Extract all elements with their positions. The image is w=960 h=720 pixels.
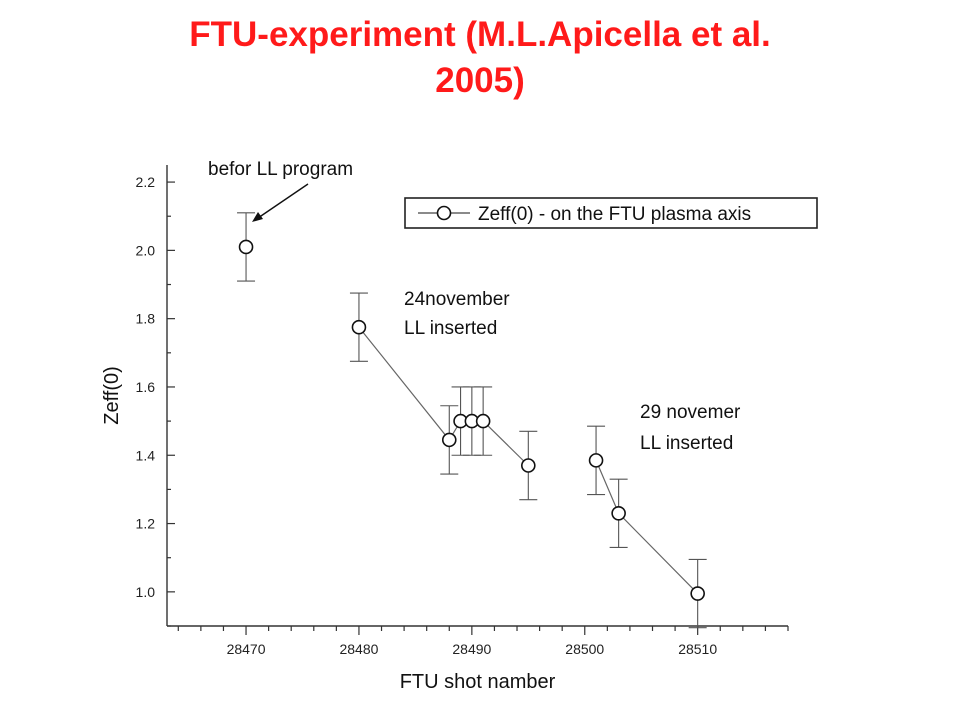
y-tick-label: 2.0 xyxy=(136,242,156,258)
annotations: befor LL program 24november LL inserted … xyxy=(208,159,741,454)
annotation-24nov-line-2: LL inserted xyxy=(404,318,497,339)
annotation-24nov-line-1: 24november xyxy=(404,289,510,310)
data-markers xyxy=(238,239,705,601)
y-tick-label: 1.6 xyxy=(136,379,156,395)
y-tick-label: 1.2 xyxy=(136,516,156,532)
data-point xyxy=(588,453,604,468)
data-point xyxy=(521,458,536,473)
chart-axes: 1.0 1.2 1.4 1.6 1.8 2.0 2.2 28470 28480 28490 2850… xyxy=(136,165,789,657)
legend: Zeff(0) - on the FTU plasma axis xyxy=(404,197,818,229)
annotation-29nov-line-1: 29 novemer xyxy=(640,402,741,423)
data-point xyxy=(351,319,367,335)
series-line-segment xyxy=(482,420,529,466)
x-tick-label: 28510 xyxy=(678,641,717,657)
slide-title-line-2: 2005) xyxy=(435,61,525,100)
slide-title-line-1: FTU-experiment (M.L.Apicella et al. xyxy=(189,15,771,54)
x-axis-title: FTU shot namber xyxy=(400,671,556,693)
y-tick-label: 1.4 xyxy=(136,447,156,463)
y-tick-label: 1.8 xyxy=(136,311,156,327)
legend-entry-zeff: Zeff(0) - on the FTU plasma axis xyxy=(478,204,751,225)
data-point xyxy=(441,432,457,448)
data-point xyxy=(238,239,254,255)
x-tick-label: 28500 xyxy=(565,641,604,657)
annotation-before-ll: befor LL program xyxy=(208,159,353,180)
legend-box xyxy=(404,197,818,229)
annotation-arrowhead xyxy=(252,212,263,222)
y-tick-label: 1.0 xyxy=(136,584,156,600)
y-axis-title: Zeff(0) xyxy=(101,366,123,425)
data-point xyxy=(690,586,705,601)
series-line-segment xyxy=(595,460,699,594)
x-tick-label: 28480 xyxy=(339,641,378,657)
x-tick-label: 28490 xyxy=(452,641,491,657)
data-point xyxy=(611,506,626,521)
annotation-29nov-line-2: LL inserted xyxy=(640,433,733,454)
y-tick-label: 2.2 xyxy=(136,174,156,190)
x-tick-label: 28470 xyxy=(227,641,266,657)
legend-marker-sample xyxy=(436,205,452,221)
annotation-arrow xyxy=(257,183,309,219)
data-point xyxy=(475,413,491,429)
slide-title: FTU-experiment (M.L.Apicella et al. 2005… xyxy=(0,12,960,104)
